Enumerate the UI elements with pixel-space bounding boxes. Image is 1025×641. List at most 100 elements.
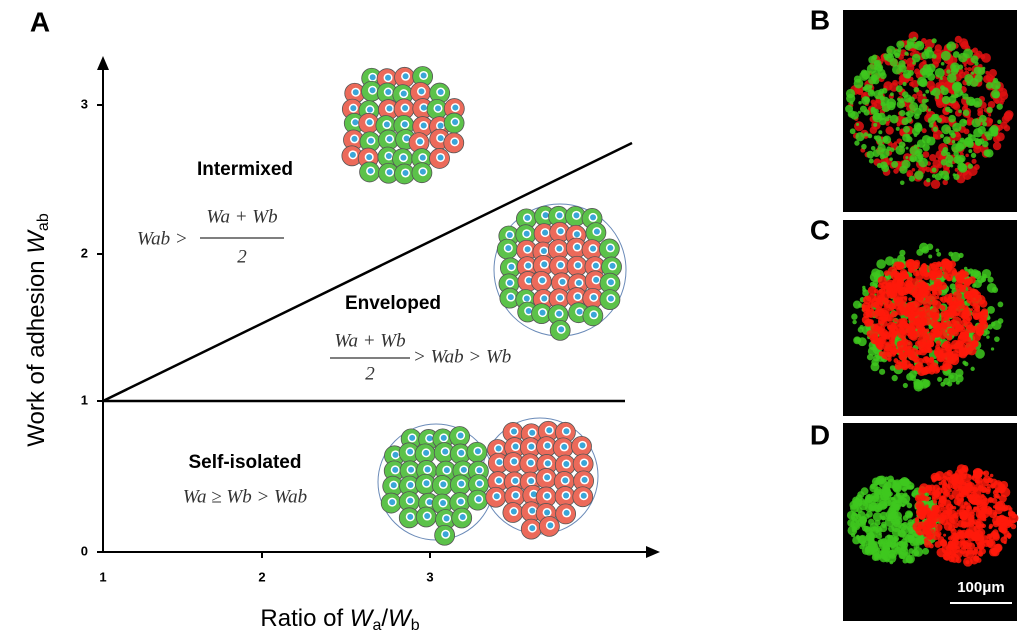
signal <box>986 335 989 338</box>
signal <box>928 254 932 258</box>
signal <box>874 136 878 140</box>
signal <box>932 88 941 97</box>
signal <box>854 76 861 83</box>
arrow-head <box>646 546 660 558</box>
signal <box>892 497 895 500</box>
signal <box>961 348 969 356</box>
signal <box>964 67 967 70</box>
nucleus <box>543 212 549 218</box>
nucleus <box>440 500 446 506</box>
nucleus <box>561 444 567 450</box>
nucleus <box>545 443 551 449</box>
signal <box>888 334 896 342</box>
signal <box>935 334 939 338</box>
nucleus <box>573 212 579 218</box>
signal <box>863 93 867 97</box>
signal <box>879 351 884 356</box>
nucleus <box>608 279 614 285</box>
signal <box>999 483 1002 486</box>
signal <box>956 381 960 385</box>
signal <box>969 511 975 517</box>
nucleus <box>458 499 464 505</box>
signal <box>902 133 911 142</box>
nucleus <box>424 513 430 519</box>
signal <box>861 96 870 105</box>
signal <box>990 474 994 478</box>
signal <box>953 299 960 306</box>
signal <box>964 362 969 367</box>
signal <box>958 53 968 63</box>
signal <box>960 269 966 275</box>
signal <box>972 333 980 341</box>
nucleus <box>563 461 569 467</box>
signal <box>941 479 947 485</box>
signal <box>912 37 916 41</box>
signal <box>916 249 923 256</box>
signal <box>894 141 897 144</box>
signal <box>906 555 915 564</box>
signal <box>906 147 909 150</box>
signal <box>940 305 943 308</box>
signal <box>997 103 1003 109</box>
signal <box>909 315 914 320</box>
signal <box>896 281 905 290</box>
signal <box>883 352 892 361</box>
signal <box>878 130 882 134</box>
nucleus <box>546 427 552 433</box>
nucleus <box>564 510 570 516</box>
signal <box>972 118 981 127</box>
signal <box>904 51 908 55</box>
signal <box>925 504 928 507</box>
nucleus <box>581 493 587 499</box>
signal <box>919 379 929 389</box>
signal <box>901 363 908 370</box>
signal <box>883 556 886 559</box>
panel-label: C <box>810 214 830 245</box>
signal <box>879 369 885 375</box>
signal <box>967 67 971 71</box>
signal <box>874 289 879 294</box>
nucleus <box>580 442 586 448</box>
signal <box>914 260 920 266</box>
signal <box>878 276 887 285</box>
signal <box>931 299 938 306</box>
signal <box>971 71 974 74</box>
signal <box>918 488 925 495</box>
signal <box>985 71 989 75</box>
region-label: Intermixed <box>197 159 293 180</box>
signal <box>893 318 897 322</box>
nucleus <box>352 119 358 125</box>
signal <box>914 41 924 51</box>
formula: Wa ≥ Wb > Wab <box>183 486 307 507</box>
signal <box>898 352 907 361</box>
signal <box>912 168 916 172</box>
signal <box>955 340 963 348</box>
nucleus <box>511 509 517 515</box>
signal <box>982 269 991 278</box>
signal <box>925 286 932 293</box>
nucleus <box>544 493 550 499</box>
signal <box>933 127 938 132</box>
nucleus <box>557 212 563 218</box>
signal <box>985 330 990 335</box>
nucleus <box>387 136 393 142</box>
signal <box>897 100 905 108</box>
signal <box>942 259 951 268</box>
nucleus <box>384 122 390 128</box>
signal <box>989 524 993 528</box>
signal <box>947 355 952 360</box>
signal <box>955 36 962 43</box>
signal <box>908 535 915 542</box>
signal <box>914 355 918 359</box>
signal <box>883 53 888 58</box>
signal <box>869 319 874 324</box>
nucleus <box>575 262 581 268</box>
nucleus <box>496 459 502 465</box>
signal <box>959 511 968 520</box>
signal <box>995 506 1003 514</box>
nucleus <box>438 135 444 141</box>
nucleus <box>541 295 547 301</box>
signal <box>944 310 951 317</box>
signal <box>858 536 867 545</box>
nucleus <box>421 123 427 129</box>
